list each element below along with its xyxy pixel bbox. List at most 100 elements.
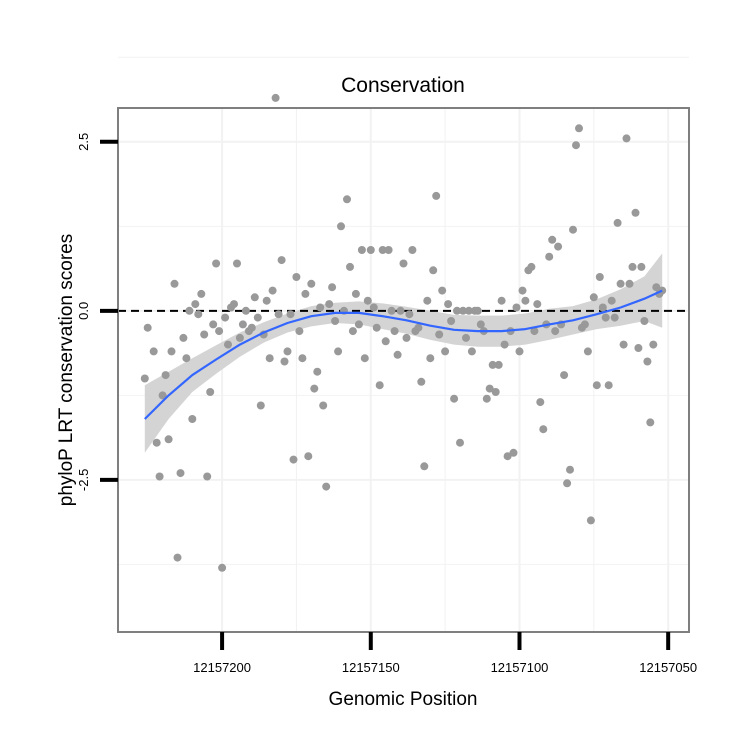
data-point	[292, 273, 301, 281]
data-point	[616, 279, 625, 288]
data-point	[476, 320, 485, 329]
data-point	[375, 381, 384, 390]
data-point	[241, 306, 250, 315]
data-point	[598, 303, 607, 312]
data-point	[625, 279, 634, 288]
data-point	[563, 479, 572, 488]
data-point	[274, 310, 283, 319]
data-point	[310, 384, 319, 393]
data-point	[360, 354, 369, 363]
data-point	[366, 246, 375, 254]
data-point	[402, 333, 411, 342]
data-point	[464, 306, 473, 315]
data-point	[215, 327, 224, 336]
data-point	[277, 256, 286, 265]
data-point	[372, 323, 381, 332]
data-point	[286, 310, 295, 319]
data-point	[295, 327, 304, 336]
data-point	[515, 347, 524, 356]
data-point	[634, 344, 643, 352]
data-point	[185, 306, 194, 315]
data-point	[438, 286, 447, 295]
data-point	[194, 310, 203, 319]
data-points	[140, 93, 667, 572]
data-point	[298, 354, 307, 363]
data-point	[197, 289, 206, 298]
data-point	[566, 465, 574, 474]
data-point	[221, 313, 230, 322]
data-point	[444, 300, 453, 309]
data-point	[346, 262, 354, 271]
data-point	[619, 340, 628, 349]
data-point	[628, 262, 637, 271]
data-point	[518, 286, 527, 295]
data-point	[652, 283, 661, 292]
data-point	[158, 391, 167, 400]
data-point	[390, 327, 399, 336]
data-point	[233, 259, 241, 268]
data-point	[459, 306, 467, 315]
data-point	[307, 279, 316, 288]
data-point	[420, 462, 429, 471]
data-point	[453, 306, 461, 315]
data-point	[462, 333, 470, 342]
data-point	[396, 306, 405, 315]
data-point	[143, 323, 152, 332]
data-point	[631, 208, 640, 217]
y-tick-label: 0.0	[76, 302, 91, 320]
data-point	[334, 347, 343, 356]
data-point	[589, 293, 598, 302]
data-point	[280, 357, 289, 366]
panel-border	[117, 107, 690, 633]
data-point	[527, 262, 536, 271]
data-point	[322, 482, 331, 491]
data-point	[429, 266, 438, 275]
data-point	[569, 225, 577, 234]
data-point	[164, 435, 173, 444]
data-point	[604, 381, 613, 390]
data-point	[512, 303, 521, 312]
data-point	[450, 394, 459, 403]
data-point	[575, 124, 583, 133]
data-point	[613, 218, 622, 227]
data-point	[405, 310, 414, 319]
data-point	[607, 296, 616, 305]
data-point	[209, 320, 218, 329]
data-point	[426, 354, 435, 363]
data-point	[357, 246, 366, 254]
data-point	[548, 235, 557, 244]
data-point	[235, 333, 244, 342]
data-point	[622, 134, 631, 143]
data-point	[351, 289, 360, 298]
data-point	[521, 296, 530, 305]
data-point	[283, 347, 292, 356]
data-point	[378, 246, 387, 254]
data-point	[262, 296, 271, 305]
data-point	[268, 286, 277, 295]
data-point	[152, 438, 161, 447]
data-point	[348, 327, 357, 336]
x-axis: 12157200 12157150 12157100 12157050	[193, 632, 697, 675]
data-point	[408, 246, 417, 254]
data-point	[206, 388, 215, 396]
y-tick-label: 2.5	[76, 133, 91, 151]
data-point	[224, 340, 232, 349]
data-point	[188, 415, 197, 423]
data-point	[170, 279, 179, 288]
data-point	[218, 563, 227, 572]
chart-title: Conservation	[341, 74, 465, 97]
data-point	[533, 300, 542, 309]
data-point	[250, 293, 259, 302]
data-point	[494, 360, 503, 369]
data-point	[488, 360, 497, 369]
data-point	[536, 398, 545, 407]
data-point	[649, 340, 658, 349]
y-axis: 2.5 0.0 -2.5	[76, 133, 118, 491]
data-point	[503, 452, 512, 461]
data-point	[423, 296, 432, 305]
x-tick-label: 12157050	[639, 660, 697, 675]
data-point	[161, 371, 170, 380]
data-point	[316, 303, 325, 312]
data-point	[238, 320, 247, 329]
